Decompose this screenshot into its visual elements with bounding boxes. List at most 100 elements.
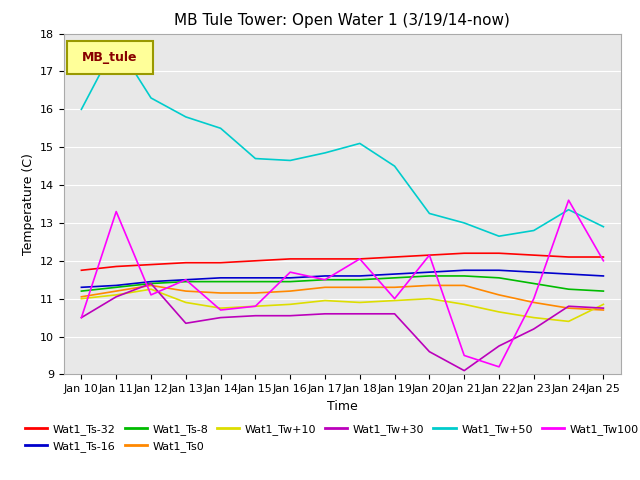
Wat1_Ts0 <box>147 283 155 288</box>
Wat1_Ts-8 <box>426 273 433 279</box>
Wat1_Tw+10 <box>147 286 155 292</box>
Wat1_Ts-16 <box>391 271 399 277</box>
Wat1_Tw+50 <box>460 220 468 226</box>
Wat1_Ts-16 <box>113 283 120 288</box>
Wat1_Tw+10 <box>113 292 120 298</box>
Wat1_Ts-16 <box>460 267 468 273</box>
Wat1_Tw+30 <box>564 303 572 309</box>
Wat1_Ts-16 <box>495 267 503 273</box>
Wat1_Tw100 <box>182 277 189 283</box>
Wat1_Ts0 <box>495 292 503 298</box>
Wat1_Tw+10 <box>77 296 85 301</box>
Wat1_Ts-16 <box>147 279 155 285</box>
Wat1_Tw+50 <box>321 150 329 156</box>
Wat1_Ts0 <box>530 300 538 305</box>
Wat1_Ts-8 <box>460 273 468 279</box>
Wat1_Ts0 <box>321 285 329 290</box>
Wat1_Ts0 <box>182 288 189 294</box>
Wat1_Ts-32 <box>564 254 572 260</box>
Wat1_Tw+30 <box>252 313 259 319</box>
Wat1_Tw+50 <box>356 141 364 146</box>
Wat1_Ts-16 <box>252 275 259 281</box>
Wat1_Tw+30 <box>113 294 120 300</box>
Wat1_Tw+10 <box>182 300 189 305</box>
Wat1_Tw+30 <box>217 315 225 321</box>
Wat1_Tw+50 <box>600 224 607 229</box>
Wat1_Tw+30 <box>460 368 468 373</box>
Wat1_Ts0 <box>426 283 433 288</box>
Wat1_Ts-32 <box>182 260 189 265</box>
Wat1_Tw100 <box>426 252 433 258</box>
Wat1_Ts0 <box>391 285 399 290</box>
Wat1_Ts-32 <box>147 262 155 267</box>
Wat1_Ts0 <box>286 288 294 294</box>
Wat1_Ts-8 <box>391 275 399 281</box>
Wat1_Tw+50 <box>564 207 572 213</box>
Wat1_Ts0 <box>356 285 364 290</box>
Wat1_Tw100 <box>600 258 607 264</box>
Wat1_Tw+10 <box>564 319 572 324</box>
Wat1_Ts-32 <box>460 251 468 256</box>
Wat1_Ts-32 <box>321 256 329 262</box>
Wat1_Tw+30 <box>391 311 399 317</box>
Title: MB Tule Tower: Open Water 1 (3/19/14-now): MB Tule Tower: Open Water 1 (3/19/14-now… <box>175 13 510 28</box>
Wat1_Tw+50 <box>530 228 538 233</box>
Wat1_Tw+30 <box>182 321 189 326</box>
Wat1_Ts-16 <box>182 277 189 283</box>
Wat1_Ts-32 <box>77 267 85 273</box>
Wat1_Ts0 <box>564 305 572 311</box>
Wat1_Tw+30 <box>286 313 294 319</box>
Wat1_Tw+10 <box>391 298 399 303</box>
Wat1_Tw+10 <box>321 298 329 303</box>
Wat1_Ts-8 <box>182 279 189 285</box>
Wat1_Ts-32 <box>217 260 225 265</box>
Line: Wat1_Ts-32: Wat1_Ts-32 <box>81 253 604 270</box>
Wat1_Ts-16 <box>600 273 607 279</box>
Wat1_Ts-32 <box>600 254 607 260</box>
Wat1_Tw100 <box>77 315 85 321</box>
Line: Wat1_Tw+30: Wat1_Tw+30 <box>81 284 604 371</box>
Wat1_Ts-16 <box>321 273 329 279</box>
Legend: Wat1_Ts-32, Wat1_Ts-16, Wat1_Ts-8, Wat1_Ts0, Wat1_Tw+10, Wat1_Tw+30, Wat1_Tw+50,: Wat1_Ts-32, Wat1_Ts-16, Wat1_Ts-8, Wat1_… <box>25 424 639 452</box>
Wat1_Ts-32 <box>113 264 120 269</box>
Wat1_Tw+10 <box>600 301 607 307</box>
Wat1_Ts0 <box>77 294 85 300</box>
Wat1_Tw+10 <box>426 296 433 301</box>
Wat1_Tw+30 <box>530 326 538 332</box>
Wat1_Ts-8 <box>252 279 259 285</box>
X-axis label: Time: Time <box>327 400 358 413</box>
Wat1_Tw+10 <box>217 305 225 311</box>
Wat1_Tw+50 <box>426 211 433 216</box>
Wat1_Ts-8 <box>113 285 120 290</box>
Wat1_Ts-16 <box>564 271 572 277</box>
Wat1_Ts-32 <box>426 252 433 258</box>
Line: Wat1_Ts-8: Wat1_Ts-8 <box>81 276 604 291</box>
Wat1_Ts-32 <box>530 252 538 258</box>
Text: MB_tule: MB_tule <box>82 51 138 64</box>
Wat1_Ts-8 <box>356 277 364 283</box>
Wat1_Ts-8 <box>564 286 572 292</box>
Wat1_Tw+30 <box>147 281 155 287</box>
Wat1_Tw100 <box>286 269 294 275</box>
Wat1_Ts-16 <box>286 275 294 281</box>
Wat1_Tw100 <box>217 307 225 313</box>
Line: Wat1_Tw+50: Wat1_Tw+50 <box>81 43 604 236</box>
Wat1_Ts-32 <box>252 258 259 264</box>
Wat1_Ts-16 <box>426 269 433 275</box>
Wat1_Ts-8 <box>147 281 155 287</box>
Wat1_Tw+30 <box>495 343 503 349</box>
Wat1_Ts-8 <box>530 281 538 287</box>
Wat1_Ts0 <box>252 290 259 296</box>
Wat1_Tw+50 <box>495 233 503 239</box>
Wat1_Ts-8 <box>495 275 503 281</box>
Wat1_Tw+50 <box>77 107 85 112</box>
Line: Wat1_Ts0: Wat1_Ts0 <box>81 286 604 310</box>
Line: Wat1_Tw100: Wat1_Tw100 <box>81 200 604 367</box>
Wat1_Tw+50 <box>217 125 225 131</box>
Wat1_Tw+50 <box>182 114 189 120</box>
Wat1_Ts-32 <box>286 256 294 262</box>
Wat1_Ts-8 <box>286 279 294 285</box>
FancyBboxPatch shape <box>67 41 153 74</box>
Wat1_Ts-32 <box>391 254 399 260</box>
Wat1_Tw100 <box>321 277 329 283</box>
